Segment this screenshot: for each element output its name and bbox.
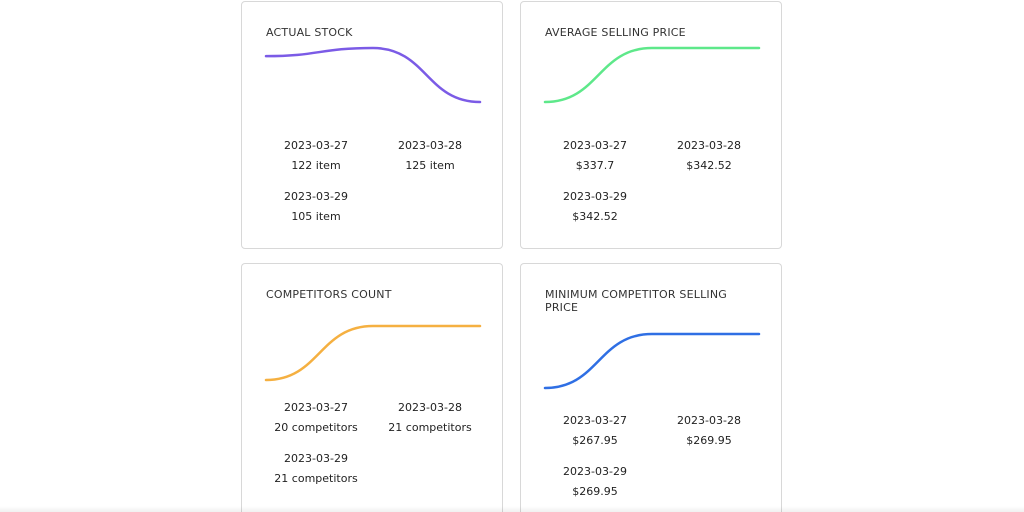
stat-date: 2023-03-28	[677, 414, 741, 427]
minimum-competitor-price-sparkline	[543, 332, 761, 390]
stat-value: 125 item	[405, 159, 455, 172]
stat-date: 2023-03-27	[284, 401, 348, 414]
stat-value: $269.95	[572, 485, 618, 498]
minimum-competitor-selling-price-card: MINIMUM COMPETITOR SELLING PRICE 2023-03…	[520, 263, 782, 512]
stat-item: 2023-03-27 122 item	[251, 136, 381, 176]
stat-value: 21 competitors	[388, 421, 472, 434]
stat-date: 2023-03-29	[284, 452, 348, 465]
sparkline-series	[264, 324, 482, 382]
stat-value: 21 competitors	[274, 472, 358, 485]
average-selling-price-sparkline	[543, 46, 761, 104]
sparkline-series	[543, 46, 761, 104]
stat-item: 2023-03-29 21 competitors	[251, 449, 381, 489]
stat-item: 2023-03-28 $342.52	[644, 136, 774, 176]
stat-date: 2023-03-29	[563, 190, 627, 203]
sparkline-series	[543, 332, 761, 390]
stat-date: 2023-03-28	[677, 139, 741, 152]
actual-stock-sparkline	[264, 46, 482, 104]
stat-date: 2023-03-29	[284, 190, 348, 203]
competitors-count-sparkline	[264, 324, 482, 382]
stat-date: 2023-03-27	[563, 139, 627, 152]
sparkline-series	[264, 46, 482, 104]
stat-item: 2023-03-29 $269.95	[530, 462, 660, 502]
stat-item: 2023-03-28 125 item	[365, 136, 495, 176]
stat-date: 2023-03-28	[398, 139, 462, 152]
stat-date: 2023-03-27	[563, 414, 627, 427]
stat-value: $267.95	[572, 434, 618, 447]
stat-value: $342.52	[572, 210, 618, 223]
stat-value: 20 competitors	[274, 421, 358, 434]
stat-value: $342.52	[686, 159, 732, 172]
card-title: ACTUAL STOCK	[266, 26, 353, 39]
competitors-count-card: COMPETITORS COUNT 2023-03-27 20 competit…	[241, 263, 503, 512]
card-title: AVERAGE SELLING PRICE	[545, 26, 686, 39]
stat-value: 105 item	[291, 210, 341, 223]
card-title: COMPETITORS COUNT	[266, 288, 392, 301]
bottom-shadow	[0, 506, 1024, 512]
stat-item: 2023-03-27 $267.95	[530, 411, 660, 451]
stat-item: 2023-03-29 $342.52	[530, 187, 660, 227]
actual-stock-card: ACTUAL STOCK 2023-03-27 122 item 2023-03…	[241, 1, 503, 249]
stat-date: 2023-03-29	[563, 465, 627, 478]
stat-date: 2023-03-28	[398, 401, 462, 414]
average-selling-price-card: AVERAGE SELLING PRICE 2023-03-27 $337.7 …	[520, 1, 782, 249]
stat-item: 2023-03-28 $269.95	[644, 411, 774, 451]
stat-item: 2023-03-29 105 item	[251, 187, 381, 227]
stat-item: 2023-03-28 21 competitors	[365, 398, 495, 438]
stat-value: $337.7	[575, 159, 615, 172]
stat-value: 122 item	[291, 159, 341, 172]
stat-item: 2023-03-27 20 competitors	[251, 398, 381, 438]
card-title: MINIMUM COMPETITOR SELLING PRICE	[545, 288, 728, 314]
stat-value: $269.95	[686, 434, 732, 447]
stat-date: 2023-03-27	[284, 139, 348, 152]
stat-item: 2023-03-27 $337.7	[530, 136, 660, 176]
